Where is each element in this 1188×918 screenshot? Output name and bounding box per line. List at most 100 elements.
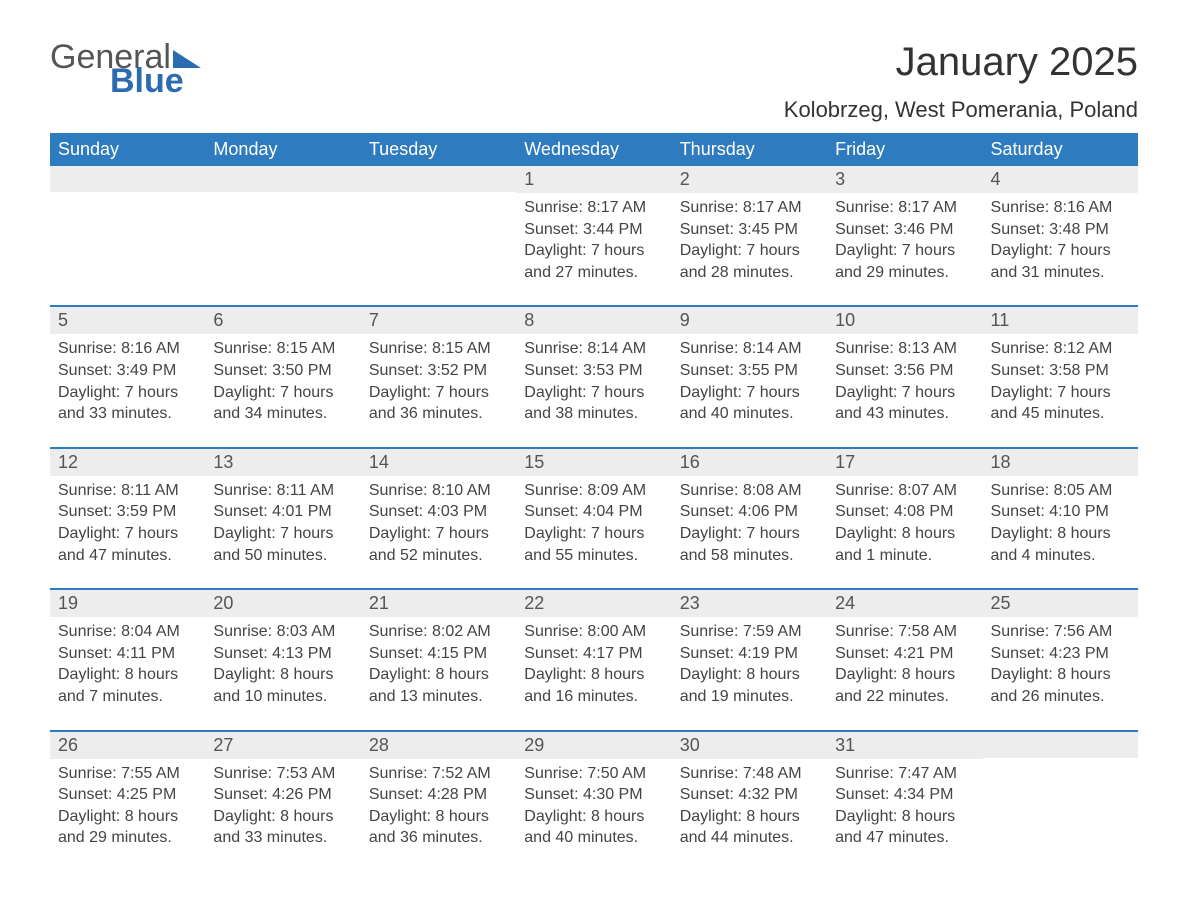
day-number: 30 bbox=[672, 732, 827, 759]
sunrise-text: Sunrise: 8:09 AM bbox=[524, 480, 663, 502]
sunrise-text: Sunrise: 8:03 AM bbox=[213, 621, 352, 643]
sunrise-text: Sunrise: 8:14 AM bbox=[680, 338, 819, 360]
sunrise-text: Sunrise: 8:17 AM bbox=[835, 197, 974, 219]
daylight-text: Daylight: 7 hours and 34 minutes. bbox=[213, 382, 352, 425]
calendar-cell: 24Sunrise: 7:58 AMSunset: 4:21 PMDayligh… bbox=[827, 589, 982, 730]
sunset-text: Sunset: 4:21 PM bbox=[835, 643, 974, 665]
sunset-text: Sunset: 4:11 PM bbox=[58, 643, 197, 665]
daylight-text: Daylight: 7 hours and 31 minutes. bbox=[991, 240, 1130, 283]
day-content: Sunrise: 7:53 AMSunset: 4:26 PMDaylight:… bbox=[205, 759, 360, 871]
calendar-cell: 6Sunrise: 8:15 AMSunset: 3:50 PMDaylight… bbox=[205, 306, 360, 447]
daylight-text: Daylight: 7 hours and 40 minutes. bbox=[680, 382, 819, 425]
day-content: Sunrise: 8:10 AMSunset: 4:03 PMDaylight:… bbox=[361, 476, 516, 588]
calendar-cell: 31Sunrise: 7:47 AMSunset: 4:34 PMDayligh… bbox=[827, 731, 982, 871]
day-content: Sunrise: 7:55 AMSunset: 4:25 PMDaylight:… bbox=[50, 759, 205, 871]
sunrise-text: Sunrise: 8:16 AM bbox=[58, 338, 197, 360]
sunset-text: Sunset: 4:01 PM bbox=[213, 501, 352, 523]
day-number: 31 bbox=[827, 732, 982, 759]
sunrise-text: Sunrise: 8:15 AM bbox=[369, 338, 508, 360]
calendar-cell: 4Sunrise: 8:16 AMSunset: 3:48 PMDaylight… bbox=[983, 166, 1138, 306]
day-content bbox=[50, 192, 205, 282]
calendar-cell bbox=[205, 166, 360, 306]
day-content: Sunrise: 8:14 AMSunset: 3:55 PMDaylight:… bbox=[672, 334, 827, 446]
day-number: 3 bbox=[827, 166, 982, 193]
day-number: 7 bbox=[361, 307, 516, 334]
calendar-cell: 9Sunrise: 8:14 AMSunset: 3:55 PMDaylight… bbox=[672, 306, 827, 447]
daylight-text: Daylight: 7 hours and 52 minutes. bbox=[369, 523, 508, 566]
day-content: Sunrise: 8:03 AMSunset: 4:13 PMDaylight:… bbox=[205, 617, 360, 729]
day-content: Sunrise: 8:11 AMSunset: 3:59 PMDaylight:… bbox=[50, 476, 205, 588]
calendar-cell: 7Sunrise: 8:15 AMSunset: 3:52 PMDaylight… bbox=[361, 306, 516, 447]
sunrise-text: Sunrise: 8:10 AM bbox=[369, 480, 508, 502]
daylight-text: Daylight: 8 hours and 10 minutes. bbox=[213, 664, 352, 707]
calendar-cell: 25Sunrise: 7:56 AMSunset: 4:23 PMDayligh… bbox=[983, 589, 1138, 730]
daylight-text: Daylight: 8 hours and 26 minutes. bbox=[991, 664, 1130, 707]
calendar-cell: 5Sunrise: 8:16 AMSunset: 3:49 PMDaylight… bbox=[50, 306, 205, 447]
sunrise-text: Sunrise: 7:59 AM bbox=[680, 621, 819, 643]
calendar-cell: 11Sunrise: 8:12 AMSunset: 3:58 PMDayligh… bbox=[983, 306, 1138, 447]
day-content: Sunrise: 8:15 AMSunset: 3:52 PMDaylight:… bbox=[361, 334, 516, 446]
day-content: Sunrise: 7:47 AMSunset: 4:34 PMDaylight:… bbox=[827, 759, 982, 871]
sunset-text: Sunset: 3:53 PM bbox=[524, 360, 663, 382]
table-row: 19Sunrise: 8:04 AMSunset: 4:11 PMDayligh… bbox=[50, 589, 1138, 730]
sunset-text: Sunset: 3:55 PM bbox=[680, 360, 819, 382]
day-content: Sunrise: 8:14 AMSunset: 3:53 PMDaylight:… bbox=[516, 334, 671, 446]
calendar-cell: 26Sunrise: 7:55 AMSunset: 4:25 PMDayligh… bbox=[50, 731, 205, 871]
sunrise-text: Sunrise: 7:55 AM bbox=[58, 763, 197, 785]
sunrise-text: Sunrise: 8:17 AM bbox=[680, 197, 819, 219]
sunset-text: Sunset: 3:59 PM bbox=[58, 501, 197, 523]
day-content: Sunrise: 7:52 AMSunset: 4:28 PMDaylight:… bbox=[361, 759, 516, 871]
daylight-text: Daylight: 7 hours and 27 minutes. bbox=[524, 240, 663, 283]
daylight-text: Daylight: 7 hours and 33 minutes. bbox=[58, 382, 197, 425]
sunrise-text: Sunrise: 7:48 AM bbox=[680, 763, 819, 785]
day-content: Sunrise: 8:05 AMSunset: 4:10 PMDaylight:… bbox=[983, 476, 1138, 588]
weekday-header: Monday bbox=[205, 133, 360, 166]
logo-text-blue: Blue bbox=[110, 64, 201, 98]
sunrise-text: Sunrise: 8:13 AM bbox=[835, 338, 974, 360]
sunset-text: Sunset: 4:13 PM bbox=[213, 643, 352, 665]
table-row: 5Sunrise: 8:16 AMSunset: 3:49 PMDaylight… bbox=[50, 306, 1138, 447]
day-number: 17 bbox=[827, 449, 982, 476]
sunrise-text: Sunrise: 7:50 AM bbox=[524, 763, 663, 785]
weekday-header: Saturday bbox=[983, 133, 1138, 166]
daylight-text: Daylight: 7 hours and 29 minutes. bbox=[835, 240, 974, 283]
day-number: 10 bbox=[827, 307, 982, 334]
day-content: Sunrise: 8:07 AMSunset: 4:08 PMDaylight:… bbox=[827, 476, 982, 588]
daylight-text: Daylight: 8 hours and 22 minutes. bbox=[835, 664, 974, 707]
day-content: Sunrise: 8:17 AMSunset: 3:44 PMDaylight:… bbox=[516, 193, 671, 305]
sunrise-text: Sunrise: 8:08 AM bbox=[680, 480, 819, 502]
day-number: 2 bbox=[672, 166, 827, 193]
sunset-text: Sunset: 4:23 PM bbox=[991, 643, 1130, 665]
day-number: 29 bbox=[516, 732, 671, 759]
day-content: Sunrise: 8:16 AMSunset: 3:49 PMDaylight:… bbox=[50, 334, 205, 446]
sunset-text: Sunset: 4:04 PM bbox=[524, 501, 663, 523]
calendar-cell: 12Sunrise: 8:11 AMSunset: 3:59 PMDayligh… bbox=[50, 448, 205, 589]
page-title: January 2025 bbox=[784, 40, 1138, 85]
day-content: Sunrise: 8:04 AMSunset: 4:11 PMDaylight:… bbox=[50, 617, 205, 729]
day-content: Sunrise: 8:12 AMSunset: 3:58 PMDaylight:… bbox=[983, 334, 1138, 446]
calendar-cell: 23Sunrise: 7:59 AMSunset: 4:19 PMDayligh… bbox=[672, 589, 827, 730]
calendar-cell: 30Sunrise: 7:48 AMSunset: 4:32 PMDayligh… bbox=[672, 731, 827, 871]
calendar-cell: 22Sunrise: 8:00 AMSunset: 4:17 PMDayligh… bbox=[516, 589, 671, 730]
calendar-cell bbox=[983, 731, 1138, 871]
calendar-cell: 28Sunrise: 7:52 AMSunset: 4:28 PMDayligh… bbox=[361, 731, 516, 871]
daylight-text: Daylight: 8 hours and 7 minutes. bbox=[58, 664, 197, 707]
day-number: 9 bbox=[672, 307, 827, 334]
sunset-text: Sunset: 3:49 PM bbox=[58, 360, 197, 382]
day-number: 14 bbox=[361, 449, 516, 476]
calendar-cell bbox=[50, 166, 205, 306]
daylight-text: Daylight: 8 hours and 13 minutes. bbox=[369, 664, 508, 707]
day-content: Sunrise: 8:15 AMSunset: 3:50 PMDaylight:… bbox=[205, 334, 360, 446]
sunset-text: Sunset: 4:10 PM bbox=[991, 501, 1130, 523]
daylight-text: Daylight: 7 hours and 43 minutes. bbox=[835, 382, 974, 425]
day-number: 26 bbox=[50, 732, 205, 759]
daylight-text: Daylight: 8 hours and 36 minutes. bbox=[369, 806, 508, 849]
day-content: Sunrise: 7:56 AMSunset: 4:23 PMDaylight:… bbox=[983, 617, 1138, 729]
daylight-text: Daylight: 8 hours and 33 minutes. bbox=[213, 806, 352, 849]
sunrise-text: Sunrise: 7:47 AM bbox=[835, 763, 974, 785]
calendar-cell: 18Sunrise: 8:05 AMSunset: 4:10 PMDayligh… bbox=[983, 448, 1138, 589]
calendar-cell: 17Sunrise: 8:07 AMSunset: 4:08 PMDayligh… bbox=[827, 448, 982, 589]
day-content: Sunrise: 8:17 AMSunset: 3:46 PMDaylight:… bbox=[827, 193, 982, 305]
sunrise-text: Sunrise: 8:12 AM bbox=[991, 338, 1130, 360]
day-number: 27 bbox=[205, 732, 360, 759]
